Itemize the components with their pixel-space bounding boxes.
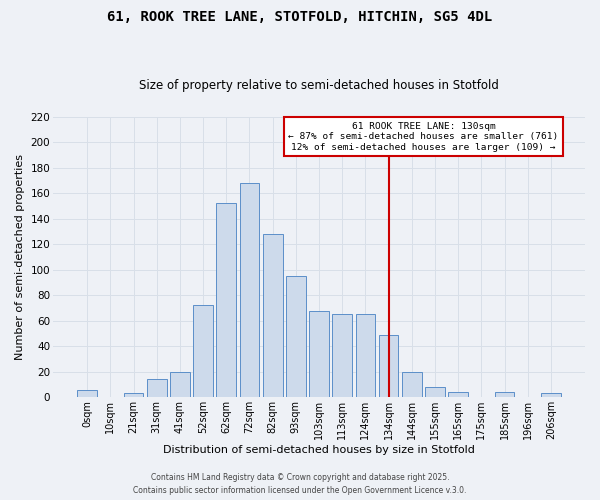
Bar bbox=[124, 394, 143, 398]
Bar bbox=[495, 392, 514, 398]
Text: 61 ROOK TREE LANE: 130sqm
← 87% of semi-detached houses are smaller (761)
12% of: 61 ROOK TREE LANE: 130sqm ← 87% of semi-… bbox=[288, 122, 559, 152]
Title: Size of property relative to semi-detached houses in Stotfold: Size of property relative to semi-detach… bbox=[139, 79, 499, 92]
Bar bbox=[217, 204, 236, 398]
Bar bbox=[193, 306, 213, 398]
Bar bbox=[356, 314, 375, 398]
Bar bbox=[309, 310, 329, 398]
Bar bbox=[77, 390, 97, 398]
Bar bbox=[448, 392, 468, 398]
Text: Contains HM Land Registry data © Crown copyright and database right 2025.
Contai: Contains HM Land Registry data © Crown c… bbox=[133, 474, 467, 495]
X-axis label: Distribution of semi-detached houses by size in Stotfold: Distribution of semi-detached houses by … bbox=[163, 445, 475, 455]
Bar bbox=[541, 394, 561, 398]
Bar bbox=[170, 372, 190, 398]
Bar bbox=[263, 234, 283, 398]
Bar bbox=[286, 276, 306, 398]
Bar bbox=[147, 380, 167, 398]
Bar bbox=[402, 372, 422, 398]
Text: 61, ROOK TREE LANE, STOTFOLD, HITCHIN, SG5 4DL: 61, ROOK TREE LANE, STOTFOLD, HITCHIN, S… bbox=[107, 10, 493, 24]
Y-axis label: Number of semi-detached properties: Number of semi-detached properties bbox=[15, 154, 25, 360]
Bar bbox=[425, 387, 445, 398]
Bar bbox=[379, 335, 398, 398]
Bar bbox=[332, 314, 352, 398]
Bar bbox=[239, 183, 259, 398]
